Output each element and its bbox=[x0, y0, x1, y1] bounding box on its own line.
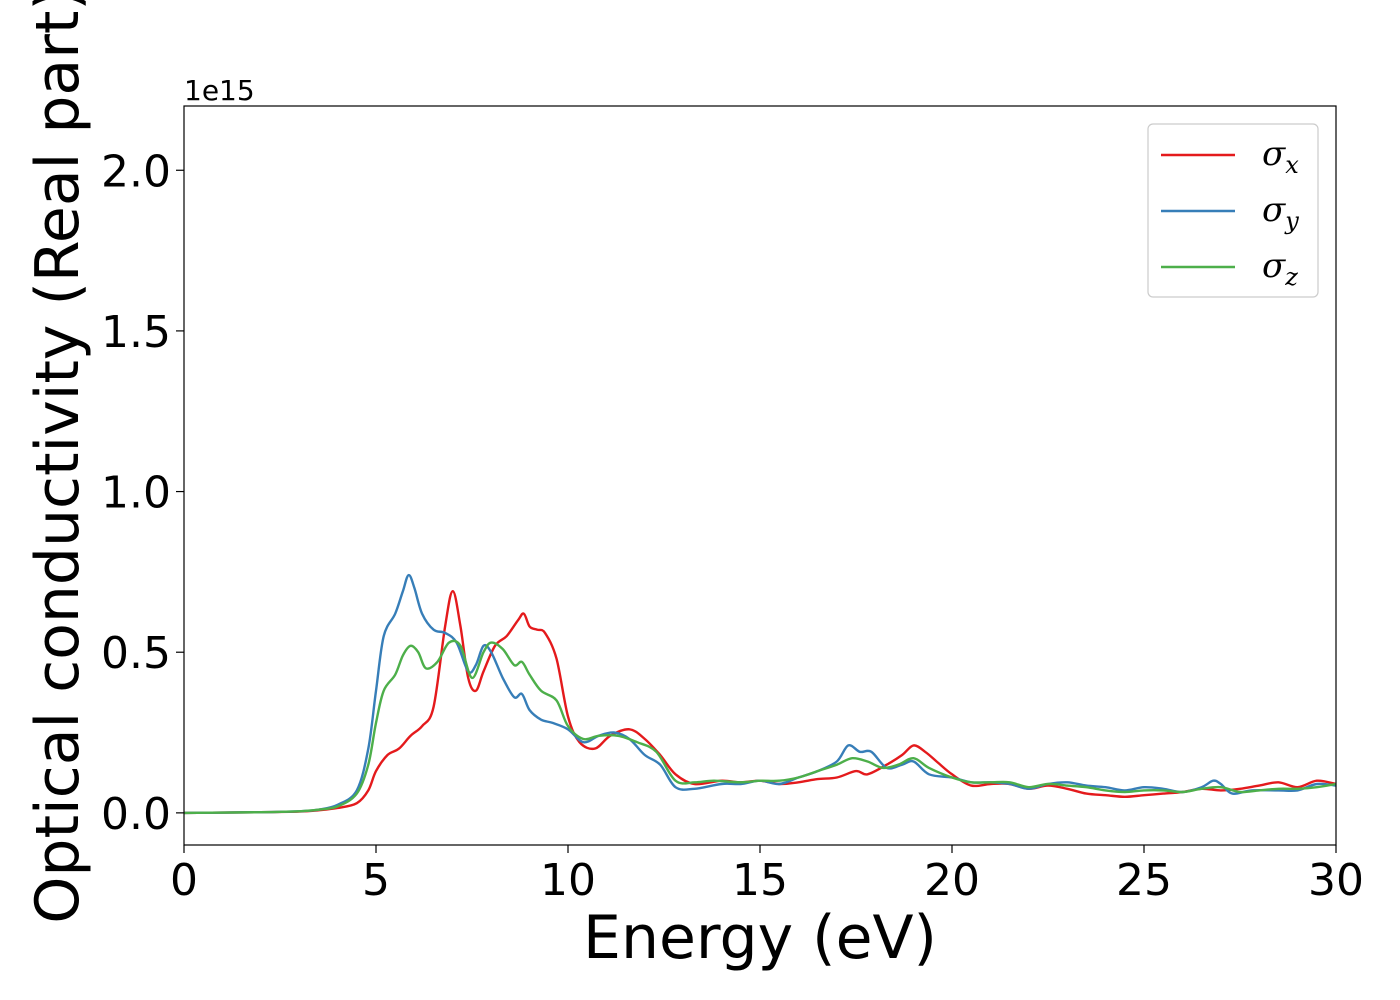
legend-label-sigma-x: σx bbox=[1262, 134, 1299, 179]
x-tick-label: 5 bbox=[362, 855, 390, 906]
x-axis-title: Energy (eV) bbox=[583, 903, 937, 973]
legend-label-sigma-z: σz bbox=[1262, 246, 1298, 291]
y-axis-title: Optical conductivity (Real part) bbox=[23, 0, 93, 924]
x-tick-label: 10 bbox=[540, 855, 596, 906]
legend-label-sigma-y: σy bbox=[1262, 190, 1299, 235]
x-axis: 0 5 10 15 20 25 30 bbox=[170, 845, 1364, 906]
x-tick-label: 15 bbox=[732, 855, 788, 906]
y-tick-label: 1.0 bbox=[101, 468, 171, 519]
y-offset-label: 1e15 bbox=[184, 74, 255, 107]
y-axis: 0.0 0.5 1.0 1.5 2.0 bbox=[101, 146, 184, 840]
y-tick-label: 2.0 bbox=[101, 146, 171, 197]
y-tick-label: 0.0 bbox=[101, 789, 171, 840]
x-tick-label: 25 bbox=[1116, 855, 1172, 906]
y-tick-label: 1.5 bbox=[101, 307, 171, 358]
legend: σx σy σz bbox=[1147, 123, 1319, 298]
series-line-sigma-x bbox=[183, 590, 1337, 815]
x-tick-label: 20 bbox=[924, 855, 980, 906]
series-layer bbox=[183, 573, 1337, 815]
x-tick-label: 0 bbox=[170, 855, 198, 906]
series-line-sigma-z bbox=[183, 639, 1337, 815]
x-tick-label: 30 bbox=[1308, 855, 1364, 906]
y-tick-label: 0.5 bbox=[101, 628, 171, 679]
series-line-sigma-y bbox=[183, 573, 1337, 815]
